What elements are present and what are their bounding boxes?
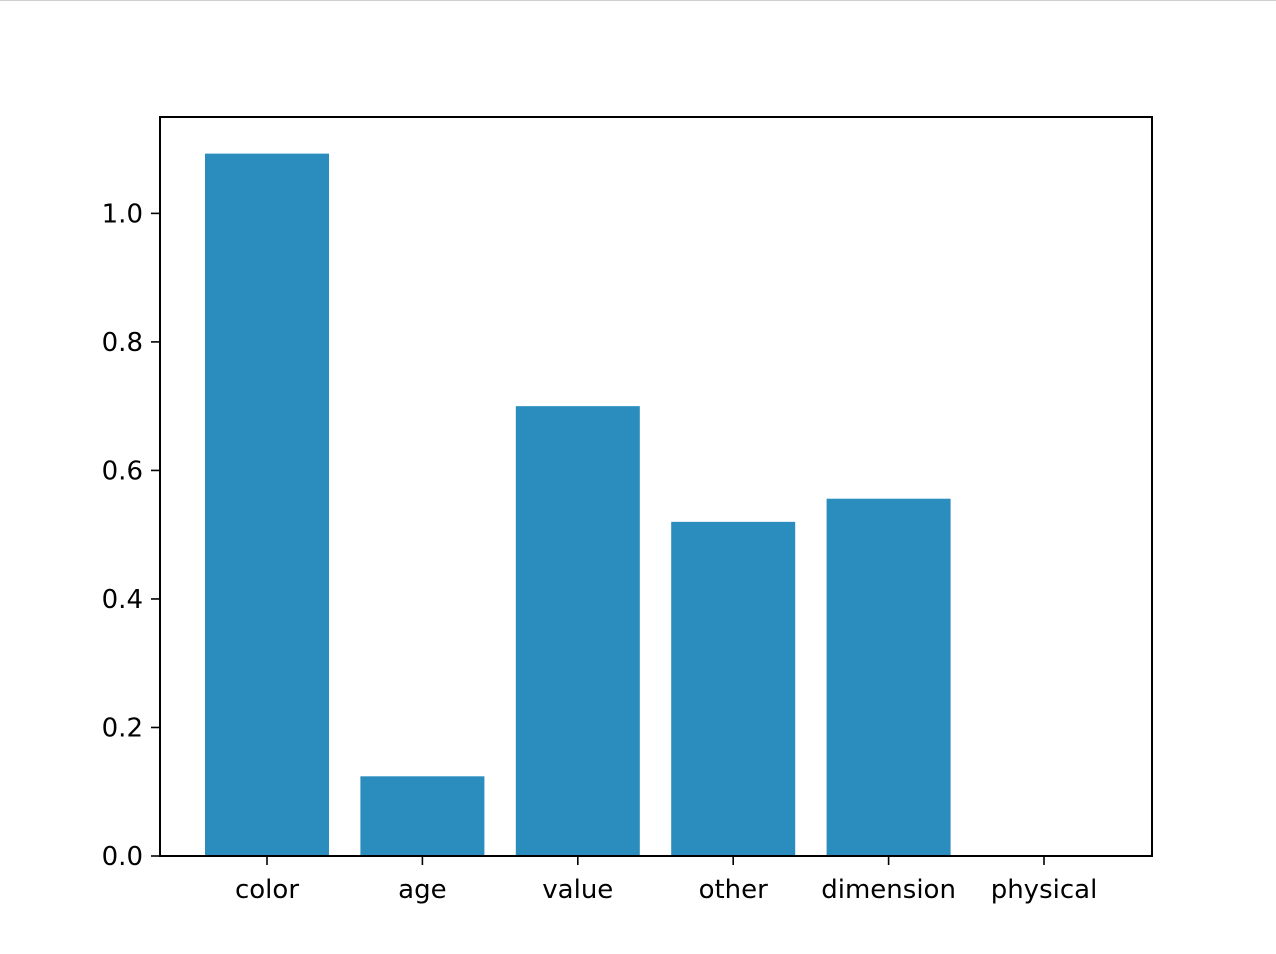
x-tick-label: color [235, 875, 299, 905]
axes-layer [159, 116, 1153, 857]
bar-age [360, 776, 485, 856]
bars-layer [205, 153, 951, 856]
x-tick-label: physical [991, 875, 1098, 905]
y-tick-label: 0.2 [102, 713, 143, 743]
bar-value [515, 406, 640, 856]
x-tick-label: age [398, 875, 446, 905]
bar-dimension [826, 498, 951, 856]
x-tick-label: value [542, 875, 613, 905]
bar-other [671, 521, 796, 856]
y-tick-label: 0.4 [102, 585, 143, 615]
axes-frame [159, 116, 1153, 857]
y-tick-label: 0.8 [102, 328, 143, 358]
bar-color [205, 153, 329, 856]
y-tick-label: 0.0 [102, 842, 143, 872]
x-tick-label: dimension [821, 875, 956, 905]
ticks-layer: color age value other dimension physical 0.0 0.… [102, 199, 1098, 905]
y-tick-label: 0.6 [102, 456, 143, 486]
top-divider [0, 0, 1276, 1]
y-tick-label: 1.0 [102, 199, 143, 229]
x-tick-label: other [699, 875, 769, 905]
